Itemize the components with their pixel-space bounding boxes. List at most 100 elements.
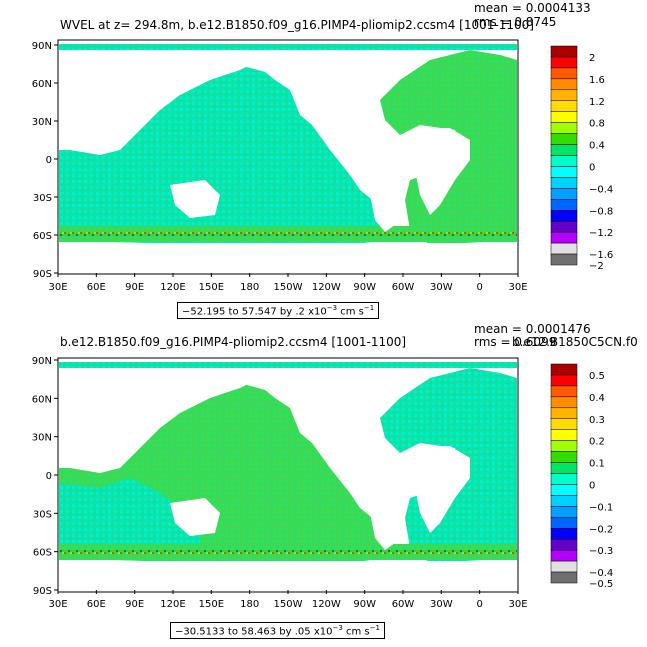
panel-2-colorbar-label: 0.4	[589, 393, 605, 404]
panel-2-colorbar-label: 0.3	[589, 415, 605, 426]
panel-2-colorbar-swatch	[550, 560, 578, 573]
panel-2-colorbar-swatch	[550, 462, 578, 474]
panel-1-land-australia	[170, 180, 220, 218]
panel-1: WVEL at z= 294.8m, b.e12.B1850.f09_g16.P…	[32, 1, 614, 293]
panel-2-x-tick-label: 120E	[160, 599, 185, 610]
panel-2-colorbar-swatch	[550, 451, 578, 463]
panel-1-title: WVEL at z= 294.8m, b.e12.B1850.f09_g16.P…	[60, 18, 534, 32]
panel-2-land-americas	[270, 370, 400, 550]
panel-2-land-antarctica	[59, 561, 517, 591]
panel-1-x-tick-label: 150E	[199, 282, 224, 293]
panel-1-colorbar-swatch	[550, 100, 578, 112]
panel-2-x-tick-label: 150E	[199, 599, 224, 610]
panel-2-x-axis: 30E 60E 90E 120E 150E 180 150W 120W 90W 60W 30W 0 30…	[48, 590, 528, 610]
panel-1-x-tick-label: 90W	[353, 282, 376, 293]
panel-2-colorbar-label: −0.3	[589, 546, 613, 557]
panel-2-land-africa	[405, 446, 470, 533]
panel-1-colorbar-label: 0.8	[589, 119, 605, 130]
panel-2-colorbar-swatch	[550, 538, 578, 551]
panel-1-x-tick-label: 30E	[48, 282, 67, 293]
panel-1-y-tick-label: 30S	[33, 193, 52, 204]
panel-2-colorbar-label: 0.1	[589, 459, 605, 470]
panel-2: b.e12.B1850.f09_g16.PIMP4-pliomip2.ccsm4…	[32, 322, 638, 610]
panel-2-land-australia	[170, 498, 220, 536]
panel-1-colorbar-label: −1.2	[589, 228, 613, 239]
panel-1-x-tick-label: 180	[240, 282, 259, 293]
panel-1-colorbar-swatch	[550, 166, 578, 178]
panel-2-x-tick-label: 60W	[392, 599, 415, 610]
panel-2-y-tick-label: 30S	[33, 509, 52, 520]
panel-2-ocean-indian	[59, 478, 200, 558]
panel-1-y-tick-label: 60S	[33, 231, 52, 242]
panel-1-colorbar-label: −0.8	[589, 206, 613, 217]
panel-1-x-tick-label: 90E	[125, 282, 144, 293]
panel-2-range-exp: −3	[332, 624, 343, 632]
panel-2-colorbar-swatch	[550, 396, 578, 409]
panel-1-y-tick-label: 0	[46, 155, 52, 166]
panel-2-colorbar-swatch	[550, 473, 578, 485]
panel-2-y-tick-label: 90S	[33, 586, 52, 597]
panel-1-x-axis: 30E 60E 90E 120E 150E 180 150W 120W 90W 60W 30W 0 30…	[48, 273, 528, 293]
panel-2-colorbar-label: 0.2	[589, 437, 605, 448]
panel-1-colorbar-swatch	[550, 144, 578, 156]
panel-2-x-tick-label: 0	[476, 599, 482, 610]
panel-2-colorbar-swatch	[550, 363, 578, 376]
panel-1-colorbar-swatch	[550, 188, 578, 200]
panel-1-colorbar-label: −1.6	[589, 250, 613, 261]
panel-1-colorbar-swatch	[550, 67, 578, 80]
panel-2-colorbar-swatch	[550, 440, 578, 452]
panel-2-colorbar-label: 0	[589, 480, 595, 491]
panel-2-x-tick-label: 150W	[274, 599, 303, 610]
panel-1-ocean-indian	[59, 160, 200, 240]
panel-1-range-label: −52.195 to 57.547 by .2 x10−3 cm s−1	[177, 302, 380, 320]
panel-1-x-tick-label: 30E	[508, 282, 527, 293]
panel-1-colorbar-swatch	[550, 133, 578, 145]
panel-1-colorbar-label: 0	[589, 162, 595, 173]
panel-1-colorbar-swatch	[550, 242, 578, 255]
panel-2-colorbar-swatch	[550, 429, 578, 441]
panel-2-colorbar-swatch	[550, 549, 578, 562]
panel-2-y-tick-label: 90N	[32, 356, 52, 367]
panel-2-land-eurasia	[59, 368, 260, 473]
panel-1-y-tick-label: 30N	[32, 117, 52, 128]
panel-1-x-tick-label: 60W	[392, 282, 415, 293]
panel-1-mean: mean = 0.0004133	[474, 1, 591, 15]
panel-1-range-text: −52.195 to 57.547 by .2 x10	[182, 306, 327, 318]
panel-1-colorbar-swatch	[550, 45, 578, 58]
panel-2-colorbar-swatch	[550, 418, 578, 430]
panel-2-colorbar-swatch	[550, 407, 578, 419]
panel-1-colorbar-swatch	[550, 56, 578, 69]
panel-1-land-antarctica	[59, 243, 517, 273]
panel-1-x-tick-label: 60E	[87, 282, 106, 293]
panel-2-colorbar-swatch	[550, 571, 578, 584]
panel-2-colorbar-label: −0.5	[589, 579, 613, 590]
panel-1-colorbar-label: 1.2	[589, 97, 605, 108]
panel-1-rms: rms = 0.8745	[474, 15, 556, 29]
panel-1-y-tick-label: 90S	[33, 269, 52, 280]
panel-2-x-tick-label: 60E	[87, 599, 106, 610]
panel-1-y-tick-label: 90N	[32, 41, 52, 52]
panel-2-range-unit-exp: −1	[369, 624, 380, 632]
panel-2-rms: rms = 0.6099	[474, 335, 556, 349]
panel-1-colorbar-swatch	[550, 89, 578, 102]
panel-1-colorbar-swatch	[550, 122, 578, 134]
panel-1-map	[57, 39, 519, 275]
panel-1-colorbar-swatch	[550, 111, 578, 123]
panel-1-colorbar-swatch	[550, 231, 578, 244]
panel-1-colorbar: 2 1.6 1.2 0.8 0.4 0 −0.4 −0.8 −1.2 −1.6−2	[550, 45, 613, 272]
panel-2-y-axis: 90N 60N 30N 0 30S 60S 90S	[32, 356, 58, 597]
panel-1-range-unit-exp: −1	[363, 304, 375, 312]
panel-2-colorbar-swatch	[550, 495, 578, 507]
panel-2-ocean-atlantic	[380, 368, 517, 563]
panel-2-x-tick-label: 120W	[312, 599, 341, 610]
panel-2-colorbar-swatch	[550, 517, 578, 529]
panel-1-range-exp: −3	[326, 304, 338, 312]
panel-1-colorbar-label: −2	[589, 261, 604, 272]
panel-1-colorbar-swatch	[550, 210, 578, 222]
panel-1-colorbar-swatch	[550, 155, 578, 167]
panel-1-range-unit: cm s	[337, 306, 364, 318]
panel-2-colorbar-label: 0.5	[589, 371, 605, 382]
panel-2-southern-edge	[59, 550, 517, 554]
panel-2-map	[57, 357, 519, 593]
